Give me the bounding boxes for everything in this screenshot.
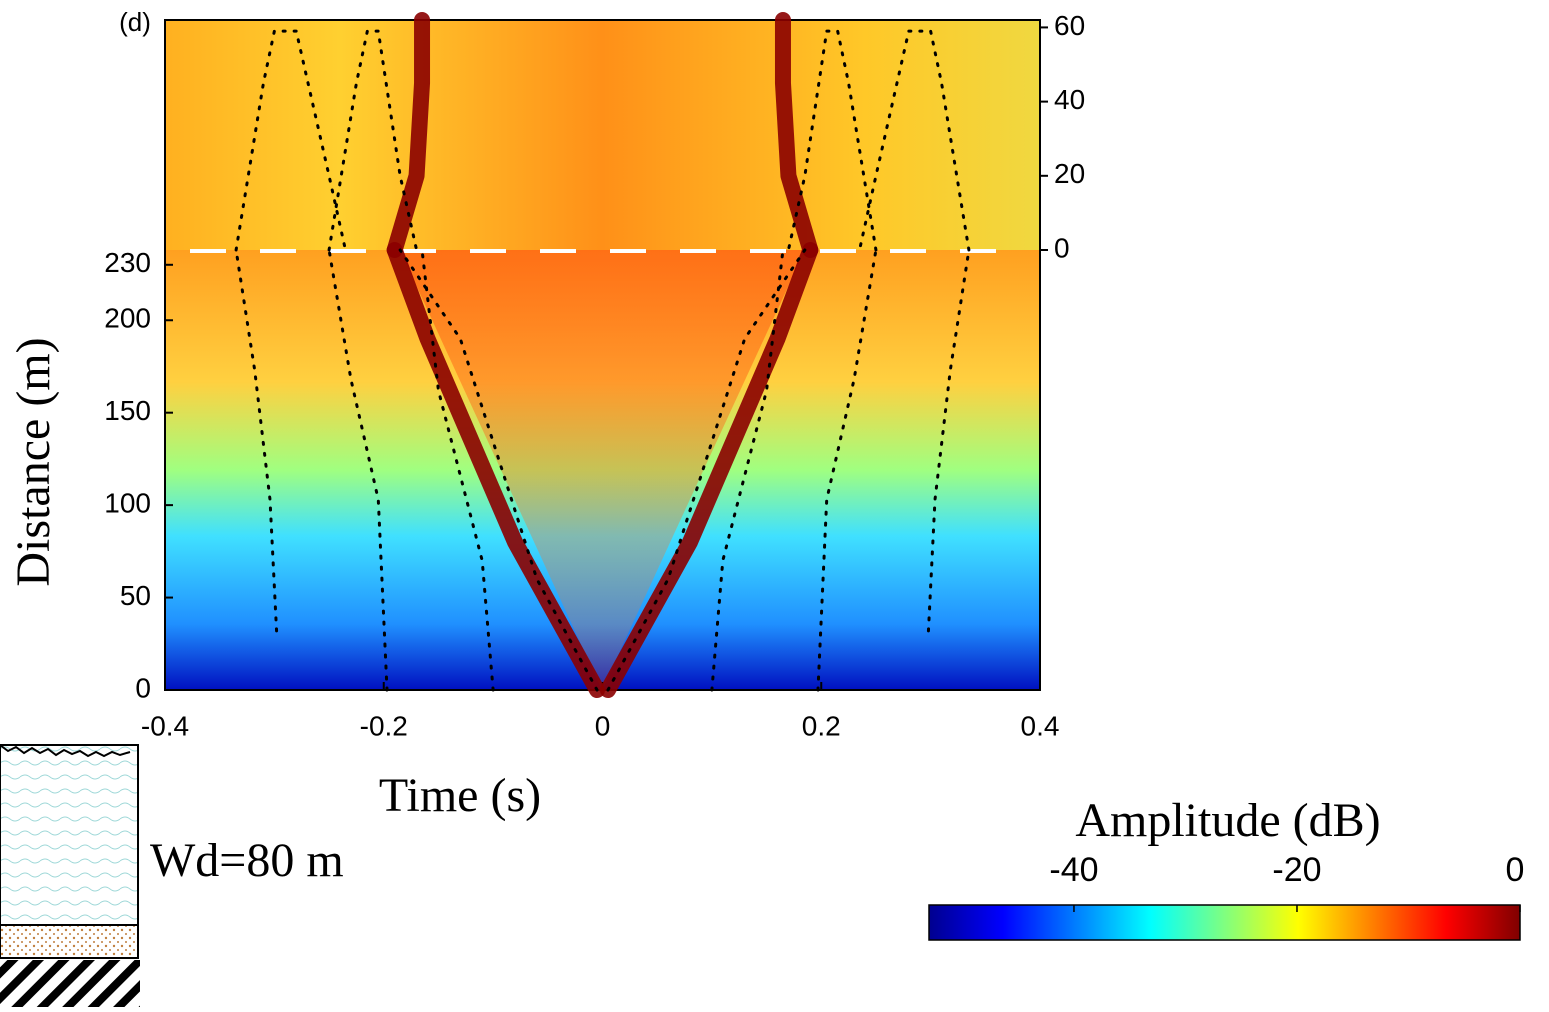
dotted-curve [398, 248, 599, 692]
x-tick-label: 0.4 [1021, 710, 1060, 741]
plot-area [165, 20, 1040, 690]
seabed-diagram [0, 744, 140, 1007]
y-tick-label: 150 [104, 395, 151, 426]
dotted-curve [234, 29, 347, 252]
y2-tick-label: 20 [1054, 158, 1085, 189]
bedrock-layer [0, 960, 140, 1007]
dotted-curve [606, 248, 807, 692]
colorbar-label: Amplitude (dB) [1075, 794, 1380, 847]
ridge [386, 242, 606, 698]
dotted-curve [926, 248, 971, 633]
ridge [599, 242, 819, 698]
x-axis-label: Time (s) [379, 769, 541, 822]
y2-tick-label: 40 [1054, 84, 1085, 115]
ridge [774, 12, 819, 258]
panel-label: (d) [119, 7, 151, 37]
colorbar [928, 904, 1521, 941]
y-tick-label: 50 [120, 580, 151, 611]
x-tick-label: -0.4 [141, 710, 189, 741]
colorbar-tick-label: -20 [1272, 851, 1321, 889]
colorbar-tick-label: 0 [1506, 851, 1525, 889]
dotted-curve [858, 29, 971, 252]
dotted-curve [816, 248, 878, 692]
y2-tick-label: 0 [1054, 232, 1070, 263]
annotation: Wd=80 m [150, 834, 344, 887]
x-tick-label: 0.2 [802, 710, 841, 741]
water-layer [0, 744, 139, 926]
y-tick-label: 230 [104, 247, 151, 278]
y-axis-label: Distance (m) [7, 337, 60, 586]
y2-tick-label: 60 [1054, 10, 1085, 41]
y-tick-label: 100 [104, 488, 151, 519]
energy-wedge [400, 250, 805, 690]
upper-panel [165, 20, 1040, 250]
y-tick-label: 200 [104, 303, 151, 334]
x-tick-label: -0.2 [360, 710, 408, 741]
ridge [386, 12, 431, 258]
dotted-curve [327, 248, 389, 692]
sediment-layer [0, 924, 139, 959]
dotted-curve [420, 248, 495, 692]
x-tick-label: 0 [595, 710, 611, 741]
water-surface [0, 744, 131, 758]
dotted-curve [234, 248, 279, 633]
dotted-curve [710, 248, 785, 692]
y-tick-label: 0 [135, 672, 151, 703]
colorbar-tick-label: -40 [1049, 851, 1098, 889]
